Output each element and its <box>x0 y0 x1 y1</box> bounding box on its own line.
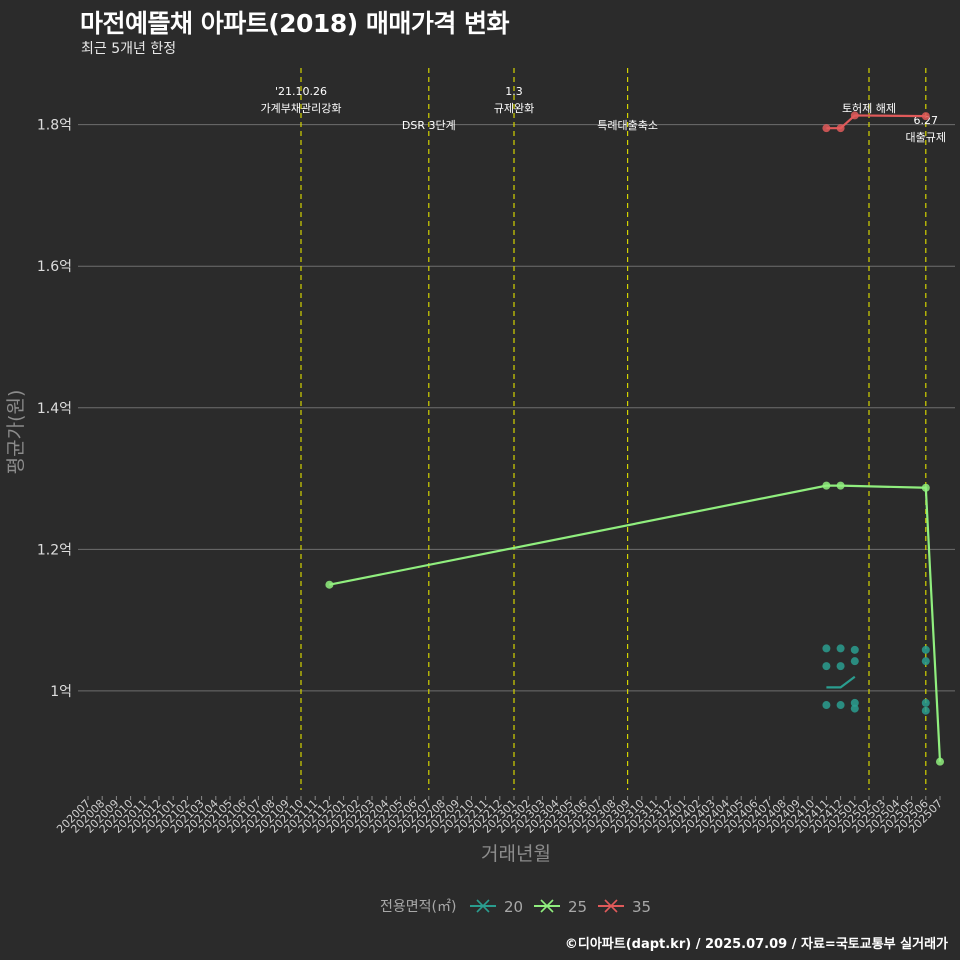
series-25-line <box>329 484 942 762</box>
series-25-point <box>936 757 944 766</box>
legend-item-35: 35 <box>598 898 651 916</box>
series-20-point <box>850 657 859 666</box>
series-20-point <box>921 706 930 715</box>
series-20-point <box>921 657 930 666</box>
series-35-point <box>921 112 930 121</box>
series-20-point <box>921 645 930 654</box>
series-20-point <box>822 662 831 671</box>
series-25-point <box>921 483 930 492</box>
event-label: 1.3 규제완화 <box>494 85 534 115</box>
series-20-point <box>850 645 859 654</box>
x-tick-layer: 2020072020082020092020102020112020122021… <box>54 796 945 836</box>
series-20-point <box>822 644 831 653</box>
series-35-point <box>850 111 859 120</box>
x-axis-title: 거래년월 <box>481 843 551 865</box>
series-20-point <box>836 662 845 671</box>
event-label: '21.10.26 가계부채관리강화 <box>261 85 342 115</box>
legend-label: 25 <box>568 898 587 916</box>
series-20-point <box>822 701 831 710</box>
series-20-point <box>836 644 845 653</box>
legend-label: 20 <box>504 898 523 916</box>
event-label: 토허제 해제 <box>842 101 896 115</box>
series-20-line <box>826 675 856 689</box>
y-tick-label: 1억 <box>50 684 72 700</box>
series-25-point <box>822 481 831 490</box>
series-20-point <box>921 698 930 707</box>
legend-key-mark <box>604 899 618 913</box>
y-tick-label: 1.6억 <box>37 259 72 275</box>
event-label: DSR 3단계 <box>402 119 456 132</box>
y-axis-title: 평균가(원) <box>5 390 27 475</box>
legend-label: 35 <box>632 898 651 916</box>
series-35-point <box>822 124 831 133</box>
legend-key-mark <box>476 899 490 913</box>
legend-item-25: 25 <box>534 898 587 916</box>
grid-layer <box>78 124 955 692</box>
source-caption: ©디아파트(dapt.kr) / 2025.07.09 / 자료=국토교통부 실… <box>564 937 948 952</box>
series-20-point <box>850 704 859 713</box>
y-tick-layer: 1억 1.2억 1.4억 1.6억 1.8억 <box>37 118 72 700</box>
y-tick-label: 1.4억 <box>37 401 72 417</box>
series-layer <box>325 111 944 766</box>
series-25-point <box>836 481 845 490</box>
legend-key-mark <box>540 899 554 913</box>
chart-subtitle: 최근 5개년 한정 <box>81 41 177 57</box>
legend-title: 전용면적(㎡) <box>380 899 456 915</box>
series-25-point <box>325 580 334 589</box>
series-35-line <box>826 114 926 130</box>
y-tick-label: 1.8억 <box>37 118 72 134</box>
legend: 전용면적(㎡) 20 25 35 <box>380 898 651 916</box>
event-label: 특례대출축소 <box>597 119 658 132</box>
chart-title: 마전예뜰채 아파트(2018) 매매가격 변화 <box>80 9 510 38</box>
series-35-point <box>836 124 845 133</box>
series-20-point <box>836 701 845 710</box>
legend-item-20: 20 <box>470 898 523 916</box>
y-tick-label: 1.2억 <box>37 542 72 558</box>
series-20-point <box>850 698 859 707</box>
